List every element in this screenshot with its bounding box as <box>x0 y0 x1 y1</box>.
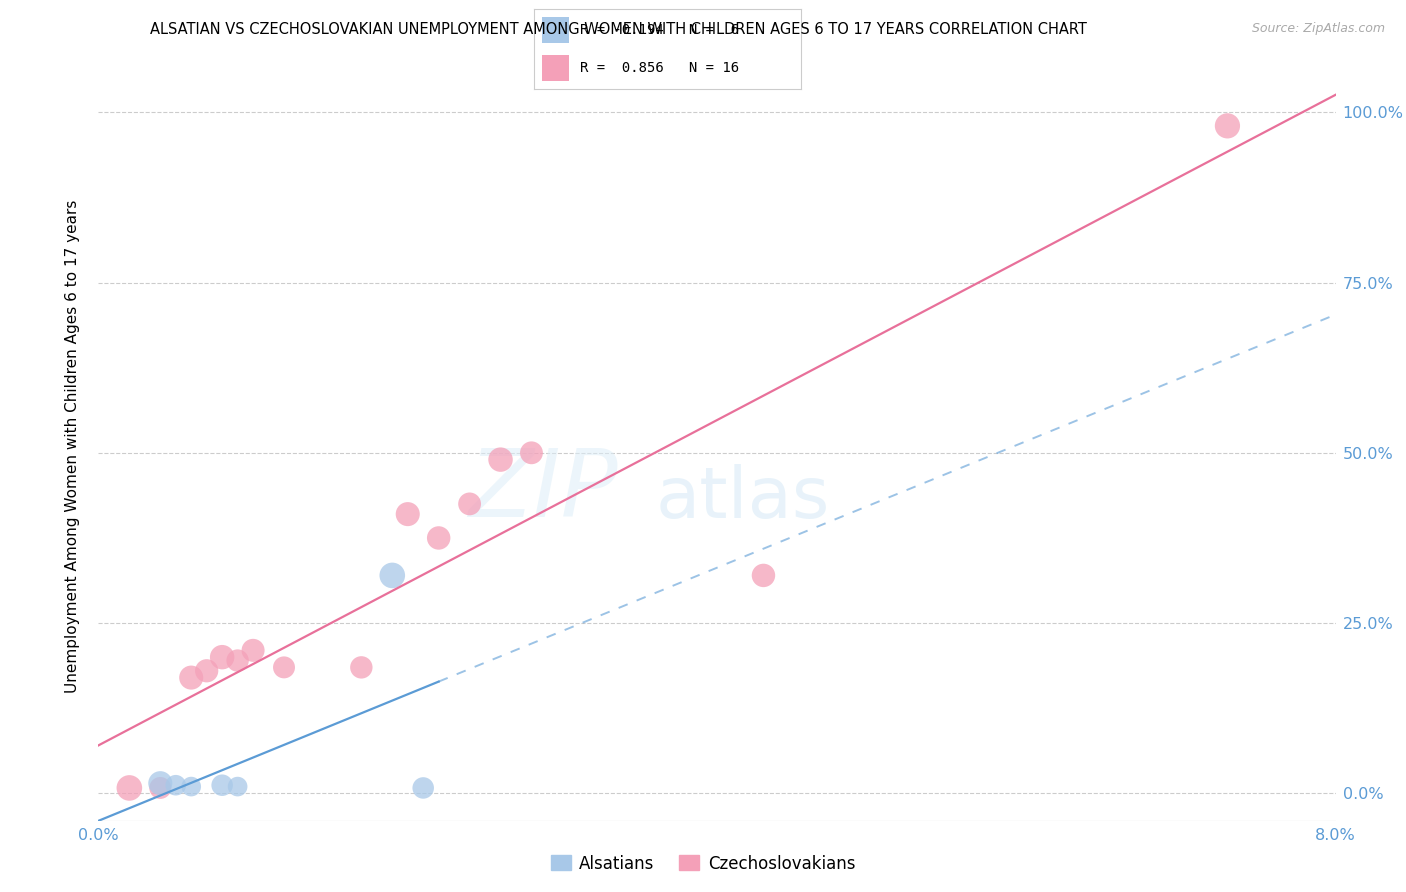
Y-axis label: Unemployment Among Women with Children Ages 6 to 17 years: Unemployment Among Women with Children A… <box>65 199 80 693</box>
Point <box>226 780 249 794</box>
Text: ZIP: ZIP <box>468 445 619 536</box>
Point <box>149 776 172 790</box>
Text: Source: ZipAtlas.com: Source: ZipAtlas.com <box>1251 22 1385 36</box>
Text: ALSATIAN VS CZECHOSLOVAKIAN UNEMPLOYMENT AMONG WOMEN WITH CHILDREN AGES 6 TO 17 : ALSATIAN VS CZECHOSLOVAKIAN UNEMPLOYMENT… <box>150 22 1087 37</box>
Point <box>752 568 775 582</box>
Point <box>211 650 233 665</box>
Legend: Alsatians, Czechoslovakians: Alsatians, Czechoslovakians <box>544 848 862 880</box>
Point <box>165 778 187 792</box>
Point <box>149 780 172 795</box>
Point <box>458 497 481 511</box>
Point <box>489 452 512 467</box>
Text: R =  0.856   N = 16: R = 0.856 N = 16 <box>579 62 738 75</box>
Point <box>350 660 373 674</box>
Point <box>427 531 450 545</box>
Point <box>180 780 202 794</box>
Point <box>226 654 249 668</box>
Point <box>242 643 264 657</box>
Point <box>396 507 419 521</box>
Point <box>1216 119 1239 133</box>
Text: R = -0.194   N =  6: R = -0.194 N = 6 <box>579 23 738 37</box>
Point <box>211 778 233 792</box>
Point <box>381 568 404 582</box>
Text: atlas: atlas <box>655 464 830 533</box>
Point <box>118 780 141 795</box>
Point <box>520 446 543 460</box>
FancyBboxPatch shape <box>543 17 569 43</box>
Point <box>180 671 202 685</box>
FancyBboxPatch shape <box>543 55 569 81</box>
Point <box>195 664 218 678</box>
Point <box>412 780 434 795</box>
Point <box>273 660 295 674</box>
